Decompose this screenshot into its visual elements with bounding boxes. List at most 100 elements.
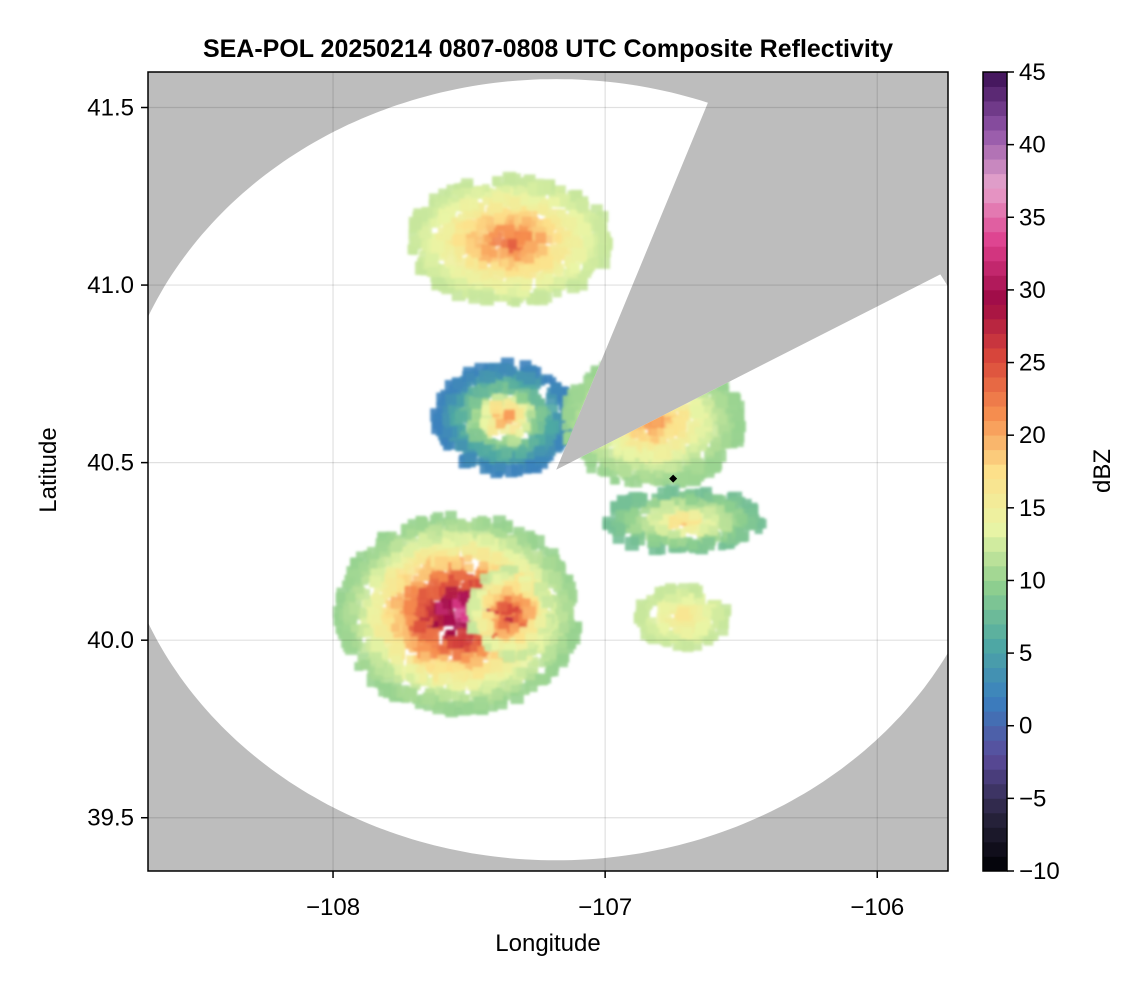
echo-cell bbox=[672, 505, 681, 515]
echo-cell bbox=[442, 598, 454, 609]
colorbar-band bbox=[983, 101, 1007, 116]
echo-cell bbox=[591, 233, 603, 245]
echo-cell bbox=[529, 550, 543, 564]
echo-cell bbox=[462, 206, 475, 218]
echo-cell bbox=[725, 501, 736, 512]
echo-cell bbox=[653, 445, 667, 460]
echo-cell bbox=[501, 447, 513, 459]
echo-cell bbox=[711, 532, 722, 542]
echo-cell bbox=[651, 499, 661, 509]
echo-cell bbox=[492, 193, 502, 203]
echo-cell bbox=[539, 657, 549, 668]
colorbar-band bbox=[983, 449, 1007, 465]
echo-cell bbox=[548, 196, 560, 208]
echo-cell bbox=[461, 388, 473, 400]
echo-cell bbox=[671, 448, 682, 460]
echo-cell bbox=[500, 270, 509, 279]
echo-cell bbox=[694, 622, 708, 636]
echo-cell bbox=[491, 689, 503, 701]
echo-cell bbox=[519, 598, 531, 610]
echo-cell bbox=[583, 251, 596, 264]
echo-cell bbox=[429, 234, 438, 242]
echo-cell bbox=[434, 661, 447, 674]
echo-cell bbox=[433, 420, 442, 430]
echo-cell bbox=[668, 538, 679, 549]
colorbar-band bbox=[983, 856, 1007, 872]
echo-cell bbox=[396, 579, 405, 588]
echo-cell bbox=[354, 662, 364, 671]
echo-cell bbox=[560, 230, 572, 242]
echo-cell bbox=[445, 206, 456, 218]
echo-cell bbox=[370, 637, 385, 651]
echo-cell bbox=[645, 632, 656, 643]
colorbar-band bbox=[983, 188, 1007, 204]
echo-cell bbox=[546, 210, 555, 219]
colorbar-band bbox=[983, 580, 1007, 596]
echo-cell bbox=[708, 525, 719, 536]
echo-cell bbox=[710, 442, 720, 452]
echo-cell bbox=[497, 410, 505, 419]
echo-cell bbox=[418, 570, 430, 581]
echo-cell bbox=[515, 649, 527, 661]
colorbar-band bbox=[983, 260, 1007, 276]
echo-cell bbox=[452, 380, 463, 390]
echo-cell bbox=[464, 554, 472, 563]
colorbar-band bbox=[983, 812, 1007, 828]
echo-cell bbox=[473, 696, 488, 711]
echo-cell bbox=[543, 224, 555, 236]
echo-cell bbox=[501, 565, 512, 575]
echo-cell bbox=[440, 268, 450, 278]
echo-cell bbox=[461, 654, 470, 663]
echo-cell bbox=[728, 401, 738, 411]
echo-cell bbox=[386, 569, 397, 580]
echo-region-3 bbox=[602, 484, 767, 556]
echo-cell bbox=[636, 441, 648, 453]
echo-cell bbox=[392, 606, 403, 617]
plot-frame bbox=[147, 71, 949, 872]
echo-cell bbox=[491, 270, 504, 282]
echo-cell bbox=[722, 431, 732, 441]
echo-cell bbox=[492, 573, 505, 586]
echo-cell bbox=[703, 418, 713, 427]
echo-cell bbox=[535, 414, 545, 424]
echo-cell bbox=[552, 288, 562, 298]
echo-cell bbox=[390, 552, 401, 563]
echo-cell bbox=[499, 376, 512, 388]
echo-cell bbox=[426, 586, 439, 599]
echo-cell bbox=[444, 547, 453, 556]
echo-cell bbox=[560, 573, 568, 581]
echo-cell bbox=[673, 471, 688, 486]
echo-cell bbox=[429, 514, 441, 525]
echo-cell bbox=[505, 465, 518, 478]
echo-cell bbox=[425, 662, 433, 670]
echo-cell bbox=[701, 537, 715, 551]
colorbar-band bbox=[983, 653, 1007, 669]
echo-cell bbox=[570, 621, 583, 633]
echo-cell bbox=[727, 396, 737, 406]
echo-cell bbox=[384, 667, 395, 677]
echo-cell bbox=[454, 410, 468, 424]
echo-cell bbox=[687, 539, 698, 550]
echo-cell bbox=[414, 567, 423, 575]
echo-cell bbox=[688, 582, 700, 594]
echo-cell bbox=[402, 544, 416, 558]
echo-cell bbox=[569, 207, 579, 217]
echo-cell bbox=[438, 689, 452, 702]
echo-cell bbox=[735, 527, 750, 542]
echo-cell bbox=[705, 518, 717, 530]
echo-cell bbox=[544, 657, 553, 666]
colorbar-band bbox=[983, 144, 1007, 160]
echo-cell bbox=[554, 267, 564, 277]
echo-cell bbox=[376, 540, 388, 552]
echo-cell bbox=[444, 252, 458, 266]
echo-cell bbox=[527, 641, 535, 649]
echo-cell bbox=[564, 250, 574, 260]
echo-cell bbox=[447, 635, 461, 649]
echo-cell bbox=[629, 474, 643, 488]
echo-cell bbox=[413, 654, 423, 664]
colorbar-tick-label: 5 bbox=[1019, 640, 1032, 667]
echo-cell bbox=[467, 598, 480, 611]
echo-cell bbox=[438, 672, 451, 685]
echo-cell bbox=[467, 624, 477, 634]
echo-cell bbox=[345, 577, 355, 586]
